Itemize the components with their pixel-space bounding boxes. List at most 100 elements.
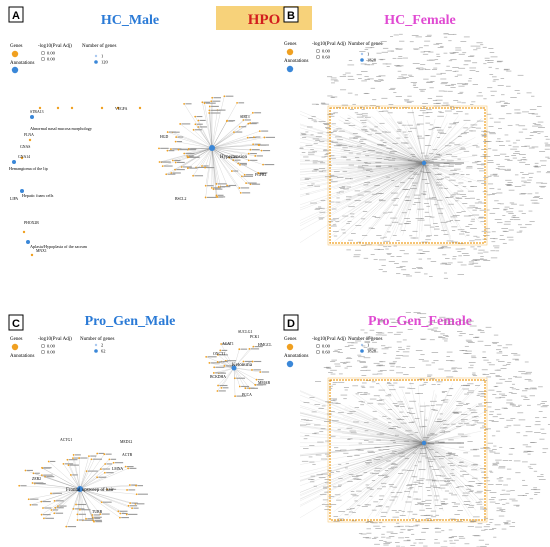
gene-label-mark [495,376,502,378]
gene-label-mark [499,393,506,395]
gene-label-mark [453,100,459,101]
network-edge [353,162,425,179]
gene-node [220,343,223,345]
network-edge [211,120,228,149]
gene-label-mark [472,375,478,377]
gene-label-mark [402,77,409,78]
gene-label-mark [480,471,485,473]
gene-label-mark [311,119,317,121]
gene-label-mark [444,272,448,274]
gene-label-mark [495,459,502,461]
gene-label-mark [383,449,390,450]
panel-label-c: C [8,314,24,331]
network-edge [423,407,458,444]
network-edge [423,442,429,485]
gene-label-mark [362,537,369,538]
network-edge [162,147,213,167]
legend-a-count-symbol-2 [94,60,98,64]
gene-label-mark [305,423,311,425]
gene-label-mark [390,87,396,89]
gene-label-mark [472,516,480,518]
network-edge [423,442,445,451]
gene-label-mark [387,393,392,395]
gene-label-mark [533,470,538,472]
gene-label-mark [476,45,481,47]
network-edge [423,404,477,444]
gene-label-mark [365,47,372,49]
gene-label-mark [55,500,64,502]
gene-label-mark [205,102,216,104]
gene-label-mark [335,220,340,222]
gene-label-mark [440,263,448,265]
network-edge [338,426,425,444]
gene-label-mark [430,75,436,77]
gene-label-mark [203,101,211,103]
gene-label-mark [499,351,503,353]
network-edge [423,162,434,196]
gene-label-mark [447,90,453,92]
gene-label-mark [360,370,367,371]
network-edge [391,412,425,444]
gene-label-mark [310,149,314,150]
gene-label-mark [415,68,420,69]
gene-label-mark [347,439,351,440]
gene-label-mark [425,499,432,501]
gene-label-mark [381,536,386,538]
gene-label-mark [441,262,447,264]
gene-label-mark [207,356,217,358]
gene-label-mark [450,170,457,171]
gene-label-mark [461,248,466,250]
gene-label-mark [98,476,107,478]
network-edge [19,485,81,490]
gene-label-mark [468,504,475,506]
network-edge [378,395,425,444]
gene-label-mark [522,390,528,392]
gene-label-mark [397,65,404,67]
gene-label-mark [446,220,451,222]
network-edge [51,488,81,511]
network-edge [198,120,213,149]
gene-label-mark [194,175,204,177]
network-edge [299,412,425,444]
gene-label-mark [523,182,531,184]
gene-label-mark [436,102,442,104]
gene-label-mark [512,146,519,148]
gene-label-mark [250,387,258,389]
network-edge [211,147,221,187]
gene-node [22,230,26,234]
gene-label-mark [436,179,443,180]
gene-label-mark [504,158,510,160]
gene-label-mark [408,160,412,161]
gene-label-mark [411,268,417,269]
gene-label-mark [396,320,400,321]
network-edge [330,162,425,227]
gene-label-mark [401,142,408,144]
network-edge [423,442,484,505]
gene-label-mark [211,105,219,107]
gene-label-mark [510,490,515,492]
gene-label-mark [407,329,413,330]
network-edge [423,415,425,444]
gene-label-mark [394,542,400,543]
gene-label-mark [418,468,426,470]
gene-node [40,513,43,516]
gene-label-mark [330,435,336,437]
legend-c-annotations-label: Annotations [10,354,34,359]
gene-label-mark [408,131,412,132]
network-edge [349,442,425,446]
gene-label-mark [412,184,416,186]
gene-label-mark [460,264,467,266]
gene-label-mark [408,526,414,528]
network-edge [423,142,468,164]
gene-label-mark [477,180,481,182]
gene-label-mark [370,60,375,62]
gene-label-mark [401,367,406,368]
gene-label-mark [504,156,510,157]
gene-label-mark [381,51,388,53]
gene-label-mark [538,127,545,128]
gene-label-mark [527,451,532,452]
network-edge [349,132,425,164]
gene-label-mark [444,145,452,147]
gene-label-mark [376,152,383,154]
gene-label-mark [238,102,245,104]
